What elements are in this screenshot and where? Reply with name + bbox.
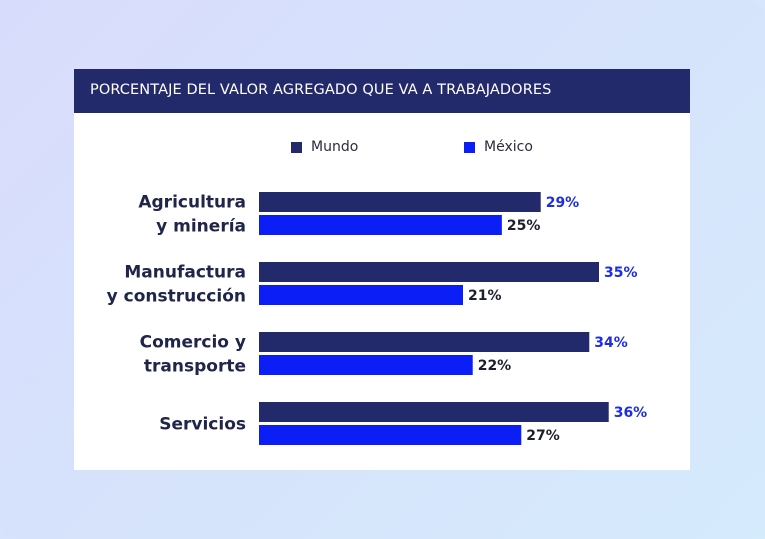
bar-mundo-3 [259, 402, 609, 422]
bar-mexico-1 [259, 285, 463, 305]
legend-swatch-mundo [291, 141, 302, 153]
category-label-0-1: y minería [156, 217, 246, 237]
value-label-mundo-1: 35% [604, 265, 638, 281]
bar-mundo-0 [259, 192, 541, 212]
value-label-mundo-2: 34% [594, 335, 628, 351]
category-label-2-0: Comercio y [140, 333, 246, 353]
category-label-2-1: transporte [144, 357, 246, 377]
value-label-mundo-3: 36% [614, 405, 648, 421]
legend-label-mundo: Mundo [311, 139, 359, 155]
value-label-mexico-1: 21% [468, 288, 502, 304]
category-label-3-0: Servicios [159, 415, 246, 435]
category-label-0-0: Agricultura [138, 193, 246, 213]
bar-mexico-0 [259, 215, 502, 235]
category-label-1-1: y construcción [107, 287, 246, 307]
legend-item-mundo: Mundo [291, 139, 358, 155]
chart-title: PORCENTAJE DEL VALOR AGREGADO QUE VA A T… [90, 82, 552, 98]
chart-card: PORCENTAJE DEL VALOR AGREGADO QUE VA A T… [74, 69, 690, 470]
chart-header: PORCENTAJE DEL VALOR AGREGADO QUE VA A T… [74, 69, 690, 113]
value-label-mexico-2: 22% [478, 358, 512, 374]
bar-chart: Agricultura y minería 29% 25% Manufactura y c… [107, 192, 648, 445]
legend-item-mexico: México [464, 139, 533, 155]
category-label-1-0: Manufactura [124, 263, 246, 283]
bar-mexico-2 [259, 355, 473, 375]
legend-swatch-mexico [464, 141, 475, 153]
bar-mundo-2 [259, 332, 590, 352]
bar-mexico-3 [259, 425, 522, 445]
value-label-mundo-0: 29% [546, 195, 580, 211]
value-label-mexico-3: 27% [526, 428, 560, 444]
value-label-mexico-0: 25% [507, 218, 541, 234]
legend-label-mexico: México [484, 139, 533, 155]
bar-mundo-1 [259, 262, 599, 282]
